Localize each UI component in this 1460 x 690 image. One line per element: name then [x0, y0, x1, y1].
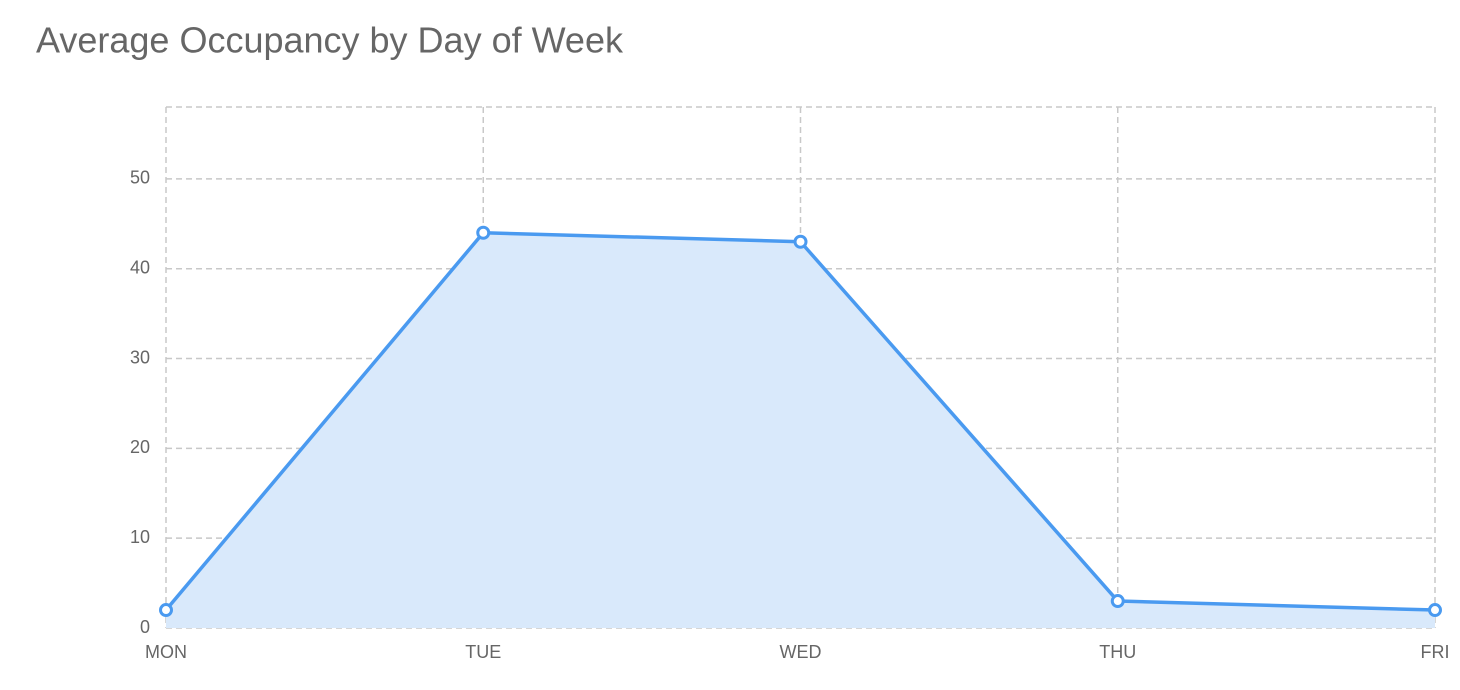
- x-tick-label: MON: [145, 642, 187, 662]
- x-tick-label: WED: [780, 642, 822, 662]
- chart-title: Average Occupancy by Day of Week: [36, 20, 624, 61]
- y-tick-label: 20: [130, 437, 150, 457]
- point: [1110, 594, 1125, 609]
- y-tick-label: 40: [130, 257, 150, 277]
- point: [159, 603, 173, 618]
- point: [476, 225, 491, 240]
- x-tick-label: THU: [1099, 642, 1136, 662]
- y-tick-label: 50: [130, 168, 150, 188]
- x-tick-label: FRI: [1421, 642, 1450, 662]
- x-tick-label: TUE: [465, 642, 501, 662]
- area: [166, 232, 1435, 629]
- point: [793, 234, 808, 249]
- point: [1428, 603, 1442, 618]
- y-tick-label: 30: [130, 347, 150, 367]
- y-tick-label: 0: [140, 617, 150, 637]
- y-tick-label: 10: [130, 527, 150, 547]
